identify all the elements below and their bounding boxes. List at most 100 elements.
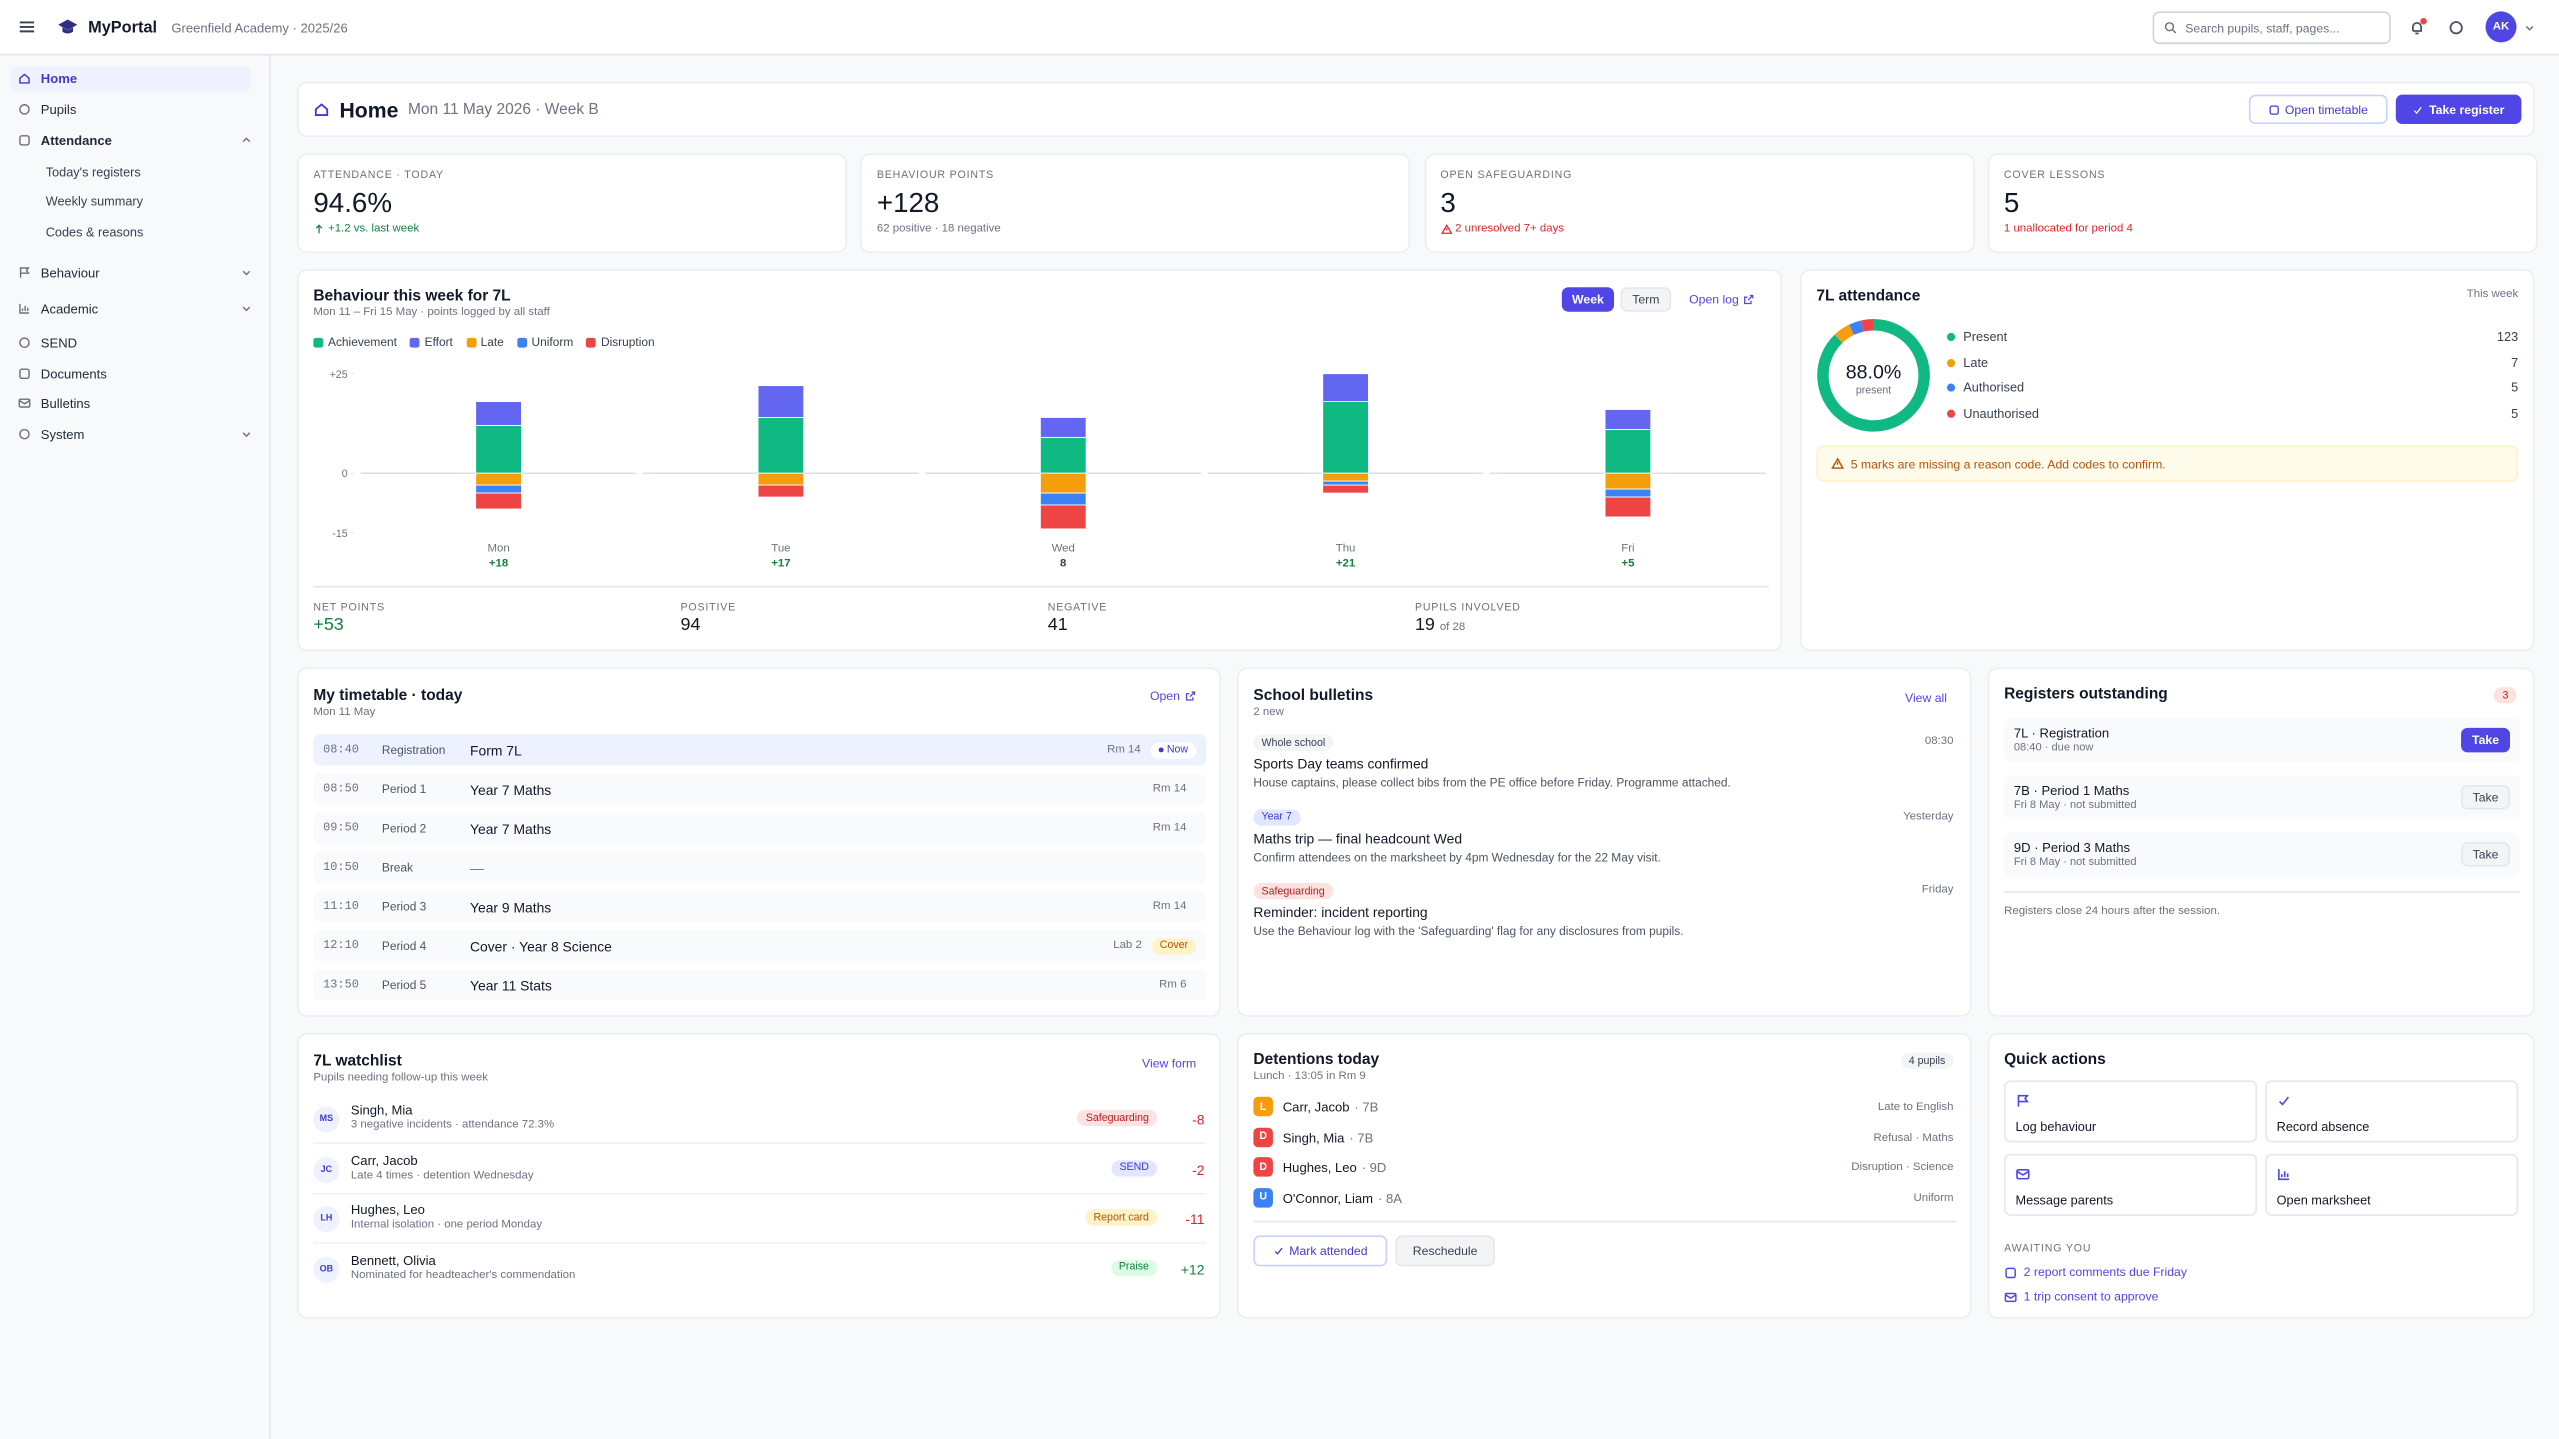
quick-action[interactable]: Record absence: [2265, 1080, 2519, 1143]
bulletin-title[interactable]: Sports Day teams confirmed: [1253, 755, 1429, 772]
pupil-name[interactable]: Hughes, Leo: [350, 1202, 425, 1218]
time: 09:50: [323, 821, 359, 835]
nav-item[interactable]: Behaviour: [10, 260, 252, 284]
pupil-score: +12: [1180, 1260, 1205, 1278]
avatar[interactable]: AK: [2485, 11, 2517, 43]
kpi-note: +1.2 vs. last week: [313, 224, 419, 235]
menu-button[interactable]: [18, 18, 36, 39]
attendance-card: 7L attendance This week 88.0% present Presen…: [1800, 269, 2535, 652]
chart-subtitle: Mon 11 – Fri 15 May · points logged by a…: [313, 306, 550, 319]
net-label: +18: [489, 557, 508, 569]
icon-shape: [19, 21, 35, 33]
take-register-button[interactable]: Take register: [2395, 94, 2522, 125]
pupil-score: -8: [1192, 1111, 1205, 1128]
nav-subitem[interactable]: Codes & reasons: [45, 225, 144, 240]
nav-item[interactable]: Pupils: [10, 97, 252, 121]
quick-action[interactable]: Log behaviour: [2004, 1080, 2258, 1143]
button-label: Mark attended: [1289, 1243, 1368, 1259]
open-link[interactable]: Open: [1149, 688, 1196, 704]
timetable-row[interactable]: 09:50 Period 2 Year 7 Maths Rm 14: [313, 812, 1207, 844]
registers-card: Registers outstanding 3 7L · Registration 0…: [1987, 667, 2535, 1017]
link-text: Open: [1149, 688, 1180, 704]
pupil-name: O'Connor, Liam: [1282, 1190, 1374, 1206]
legend-label: Unauthorised: [1963, 405, 2040, 421]
timetable-row[interactable]: 12:10 Period 4 Cover · Year 8 Science Lab 2…: [313, 930, 1207, 962]
pupil-name[interactable]: Singh, Mia: [350, 1103, 413, 1118]
alert: 5 marks are missing a reason code. Add c…: [1816, 445, 2519, 482]
reschedule-button[interactable]: Reschedule: [1395, 1235, 1495, 1267]
nav-chevron[interactable]: [240, 134, 253, 150]
view-form-link[interactable]: View form: [1142, 1055, 1197, 1071]
timetable-row[interactable]: 10:50 Break —: [313, 851, 1207, 883]
take-button[interactable]: Take: [2461, 784, 2511, 810]
icon-shape: [19, 368, 30, 380]
icon: [2164, 22, 2177, 34]
chart: +25 0 -15 Mon +18 Tue +17 Wed 8 Thu +21 Fri +5: [330, 369, 1766, 569]
timetable-row[interactable]: 13:50 Period 5 Year 11 Stats Rm 6: [313, 969, 1207, 1001]
open-log-link[interactable]: Open log: [1689, 292, 1755, 307]
notifications[interactable]: [2409, 20, 2425, 40]
icon: [19, 135, 30, 146]
bulletin-title[interactable]: Reminder: incident reporting: [1253, 904, 1428, 921]
nav-item[interactable]: Documents: [10, 361, 252, 385]
search-box[interactable]: Search pupils, staff, pages...: [2152, 11, 2391, 45]
open-timetable-button[interactable]: Open timetable: [2248, 94, 2388, 125]
nav-item[interactable]: Home: [9, 66, 252, 91]
icon: [242, 270, 251, 276]
bulletin-tag: Whole school: [1253, 734, 1334, 751]
nav-item[interactable]: Academic: [10, 296, 252, 320]
subject: Year 7 Maths: [470, 820, 552, 837]
quick-action[interactable]: Message parents: [2004, 1153, 2258, 1216]
button-label: Open timetable: [2284, 102, 2368, 117]
bulletin-tag: Safeguarding: [1253, 882, 1333, 900]
awaiting-text: 1 trip consent to approve: [2023, 1289, 2159, 1304]
icon-shape: [19, 337, 30, 349]
watchlist-card: 7L watchlist Pupils needing follow-up thi…: [297, 1033, 1221, 1319]
mark-attended-button[interactable]: Mark attended: [1253, 1235, 1388, 1267]
stat-label: NET POINTS: [313, 602, 385, 614]
sidebar: Home Pupils Attendance Today's registers Wee…: [0, 55, 271, 1439]
awaiting-item[interactable]: 2 report comments due Friday: [2004, 1265, 2187, 1279]
toggle-button[interactable]: Term: [1620, 287, 1672, 312]
nav-subitem[interactable]: Weekly summary: [45, 194, 144, 209]
help[interactable]: [2448, 20, 2464, 40]
kpi-label: ATTENDANCE · TODAY: [313, 169, 444, 182]
quick-action[interactable]: Open marksheet: [2265, 1153, 2519, 1216]
bar-segment: [757, 417, 805, 474]
nav-chevron[interactable]: [240, 428, 253, 444]
nav-item[interactable]: SEND: [10, 330, 252, 354]
nav-chevron[interactable]: [240, 266, 253, 282]
toggle-button[interactable]: Week: [1561, 287, 1615, 312]
nav-chevron[interactable]: [240, 302, 253, 318]
card-title: School bulletins: [1253, 687, 1374, 706]
donut-center-label: 88.0%: [1846, 362, 1902, 384]
bar-segment: [1322, 484, 1369, 494]
nav-item[interactable]: System: [10, 422, 252, 446]
timetable-row[interactable]: 08:40 Registration Form 7L Rm 14 Now: [313, 734, 1207, 766]
icon: [2017, 1094, 2029, 1107]
legend-label: Authorised: [1963, 380, 2025, 395]
icon-shape: [1440, 224, 1452, 234]
pupil-name[interactable]: Carr, Jacob: [350, 1153, 418, 1168]
timetable-row[interactable]: 08:50 Period 1 Year 7 Maths Rm 14: [313, 773, 1207, 805]
take-button[interactable]: Take: [2461, 842, 2511, 867]
timetable-card: My timetable · today Mon 11 May Open 08:40 R…: [297, 667, 1221, 1017]
stat-label: NEGATIVE: [1047, 602, 1108, 614]
icon: [19, 267, 30, 278]
nav-item[interactable]: Attendance: [10, 128, 252, 152]
timetable-row[interactable]: 11:10 Period 3 Year 9 Maths Rm 14: [313, 891, 1207, 923]
view-all-link[interactable]: View all: [1905, 690, 1947, 706]
pupil-name[interactable]: Bennett, Olivia: [350, 1252, 436, 1268]
bulletin-body: Use the Behaviour log with the 'Safeguar…: [1253, 923, 1684, 939]
bar-segment: [1039, 417, 1087, 438]
bulletin-title[interactable]: Maths trip — final headcount Wed: [1253, 829, 1463, 847]
nav-item[interactable]: Bulletins: [10, 391, 252, 415]
avatar-menu[interactable]: [2523, 21, 2536, 37]
nav-subitem[interactable]: Today's registers: [45, 164, 141, 180]
chart-period: This week: [2466, 288, 2519, 301]
card-subtitle: 2 new: [1253, 706, 1284, 719]
awaiting-item[interactable]: 1 trip consent to approve: [2004, 1289, 2158, 1304]
pupil-form: · 7B: [1354, 1099, 1379, 1115]
legend-label: Effort: [424, 334, 453, 350]
take-button[interactable]: Take: [2461, 727, 2511, 753]
